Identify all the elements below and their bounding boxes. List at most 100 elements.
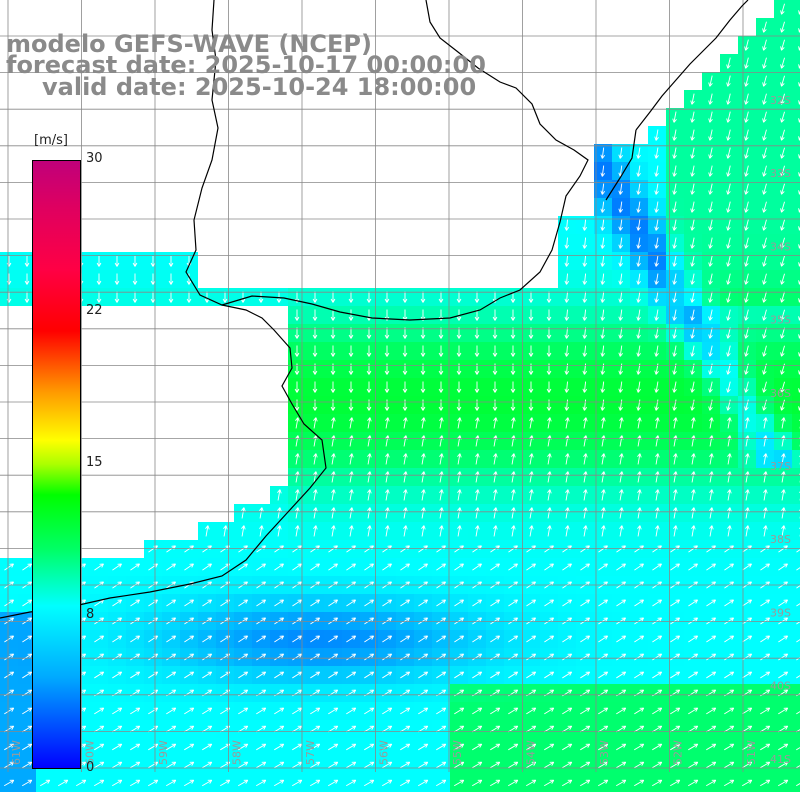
wind-arrow — [618, 345, 623, 357]
wind-arrow — [600, 201, 606, 213]
wind-arrow — [727, 471, 732, 483]
wind-arrow — [403, 507, 408, 519]
wind-arrow — [366, 327, 372, 339]
wind-arrow — [457, 507, 462, 519]
wind-arrow — [474, 291, 480, 303]
wind-arrow — [637, 507, 642, 519]
wind-arrow — [745, 489, 750, 501]
wind-arrow — [690, 327, 695, 339]
wind-arrow — [547, 453, 552, 465]
wind-arrow — [780, 147, 785, 159]
wind-arrow — [294, 309, 300, 321]
wind-arrow — [330, 327, 336, 339]
wind-arrow — [637, 489, 642, 501]
wind-arrow — [780, 129, 785, 141]
wind-arrow — [547, 489, 552, 501]
wind-arrow — [709, 489, 714, 501]
wind-arrow — [690, 381, 695, 393]
wind-cell — [792, 396, 800, 414]
wind-arrow — [744, 201, 749, 213]
wind-arrow — [582, 345, 588, 357]
wind-arrow — [582, 255, 588, 267]
wind-arrow — [421, 471, 426, 483]
wind-arrow — [421, 507, 426, 519]
wind-arrow — [547, 507, 552, 519]
wind-arrow — [618, 381, 623, 393]
wind-arrow — [619, 489, 624, 501]
wind-arrow — [708, 381, 713, 393]
wind-arrow — [439, 471, 444, 483]
wind-arrow — [600, 237, 606, 249]
wind-arrow — [564, 381, 570, 393]
wind-arrow — [493, 507, 498, 519]
wind-arrow — [511, 471, 516, 483]
wind-arrow — [672, 147, 677, 159]
wind-arrow — [114, 273, 120, 285]
wind-arrow — [150, 255, 156, 267]
wind-arrow — [744, 129, 749, 141]
wind-arrow — [493, 471, 498, 483]
wind-arrow — [672, 219, 677, 231]
wind-arrow — [312, 345, 318, 357]
wind-arrow — [402, 399, 408, 411]
wind-arrow — [708, 201, 713, 213]
wind-arrow — [385, 489, 390, 501]
wind-arrow — [636, 219, 641, 231]
wind-arrow — [726, 201, 731, 213]
wind-arrow — [439, 417, 444, 429]
wind-arrow — [690, 399, 695, 411]
wind-arrow — [241, 525, 246, 537]
wind-arrow — [420, 381, 426, 393]
wind-arrow — [726, 111, 731, 123]
wind-arrow — [330, 381, 336, 393]
wind-arrow — [654, 345, 659, 357]
wind-arrow — [384, 291, 390, 303]
wind-arrow — [691, 417, 696, 429]
wind-arrow — [582, 399, 588, 411]
wind-arrow — [709, 507, 714, 519]
wind-arrow — [780, 219, 785, 231]
wind-arrow — [690, 237, 695, 249]
wind-arrow — [780, 345, 785, 357]
wind-arrow — [780, 309, 785, 321]
wind-arrow — [493, 453, 498, 465]
wind-arrow — [672, 201, 677, 213]
wind-cell — [792, 72, 800, 90]
title-valid-date: valid date: 2025-10-24 18:00:00 — [42, 73, 477, 101]
wind-arrow — [331, 417, 336, 429]
wind-arrow — [564, 237, 570, 249]
wind-arrow — [619, 417, 624, 429]
wind-arrow — [654, 201, 659, 213]
wind-arrow — [132, 273, 138, 285]
wind-arrow — [636, 399, 641, 411]
wind-arrow — [636, 381, 641, 393]
wind-arrow — [636, 183, 641, 195]
wind-arrow — [367, 417, 372, 429]
wind-arrow — [637, 471, 642, 483]
wind-cell — [792, 306, 800, 324]
wind-arrow — [582, 309, 588, 321]
wind-arrow — [744, 57, 749, 69]
wind-arrow — [421, 417, 426, 429]
wind-arrow — [132, 255, 138, 267]
wind-cell — [792, 540, 800, 558]
wind-arrow — [780, 165, 785, 177]
wind-arrow — [709, 417, 714, 429]
wind-arrow — [744, 291, 749, 303]
wind-arrow — [654, 309, 659, 321]
wind-arrow — [744, 39, 749, 51]
wind-arrow — [780, 399, 785, 411]
wind-cell — [792, 414, 800, 432]
lat-label: 35S — [770, 314, 791, 327]
wind-arrow — [762, 273, 767, 285]
wind-arrow — [672, 345, 677, 357]
wind-arrow — [673, 471, 678, 483]
wind-cell — [792, 612, 800, 630]
wind-arrow — [762, 129, 767, 141]
wind-arrow — [780, 237, 785, 249]
wind-arrow — [690, 345, 695, 357]
wind-arrow — [349, 507, 354, 519]
wind-cell — [792, 252, 800, 270]
wind-arrow — [457, 453, 462, 465]
